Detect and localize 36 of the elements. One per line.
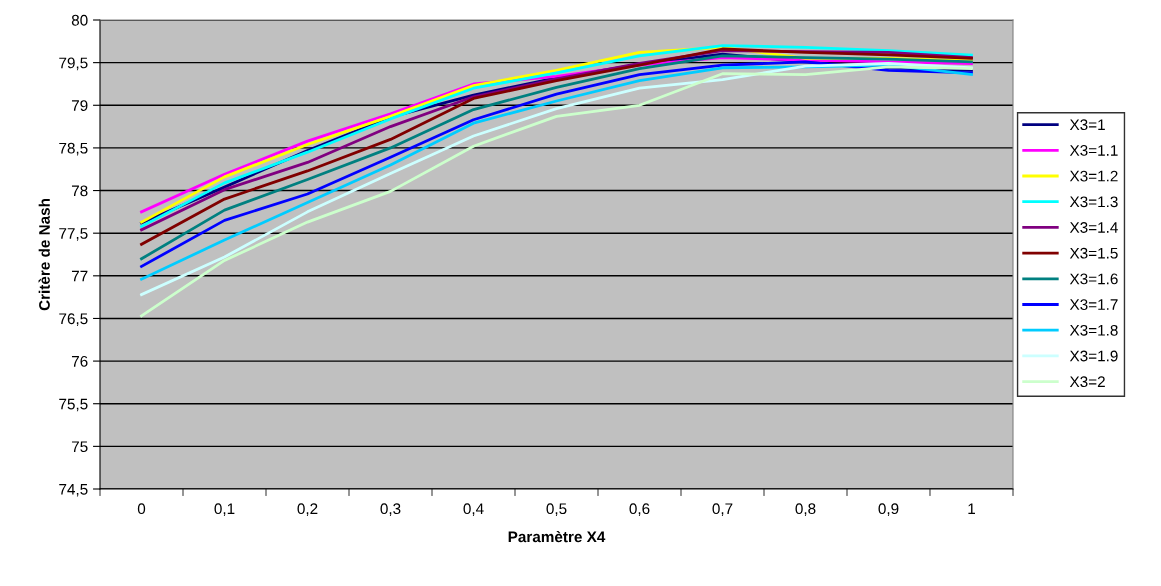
x-axis-title: Paramètre X4 xyxy=(508,530,606,543)
legend-label: X3=1.8 xyxy=(1069,324,1118,336)
x-tick-label: 0,8 xyxy=(795,503,816,516)
y-tick-label: 79 xyxy=(71,100,88,111)
x-tick-label: 1 xyxy=(968,503,975,514)
y-tick-label: 80 xyxy=(71,14,88,26)
x-tick-label: 0,1 xyxy=(214,503,235,516)
legend-label: X3=1.7 xyxy=(1069,299,1118,310)
y-tick-label: 76 xyxy=(71,355,88,367)
legend-label: X3=1.6 xyxy=(1069,273,1118,285)
legend-label: X3=2 xyxy=(1069,376,1105,388)
y-tick-label: 75,5 xyxy=(59,398,88,412)
y-tick-label: 77,5 xyxy=(59,228,88,241)
y-axis-title: Critère de Nash xyxy=(38,198,50,311)
y-tick-label: 78 xyxy=(71,185,88,197)
x-tick-label: 0,7 xyxy=(712,503,733,516)
y-tick-label: 77 xyxy=(71,270,88,282)
x-tick-label: 0,5 xyxy=(546,503,567,516)
x-tick-label: 0,9 xyxy=(878,503,899,516)
legend-label: X3=1.3 xyxy=(1069,196,1118,208)
y-tick-label: 75 xyxy=(71,441,88,453)
legend-label: X3=1.9 xyxy=(1069,350,1118,362)
y-tick-label: 76,5 xyxy=(59,313,88,326)
legend-label: X3=1.2 xyxy=(1069,170,1118,182)
y-tick-label: 78,5 xyxy=(59,142,88,156)
legend-label: X3=1.1 xyxy=(1069,144,1118,156)
x-tick-label: 0,3 xyxy=(380,503,401,516)
legend-label: X3=1.5 xyxy=(1069,247,1118,259)
y-tick-label: 79,5 xyxy=(59,57,88,71)
legend-label: X3=1.4 xyxy=(1069,222,1118,233)
x-tick-label: 0,6 xyxy=(629,503,650,516)
x-tick-label: 0,2 xyxy=(297,503,318,516)
x-tick-label: 0,4 xyxy=(463,503,484,516)
y-tick-label: 74,5 xyxy=(59,484,88,497)
legend-label: X3=1 xyxy=(1069,119,1105,131)
x-tick-label: 0 xyxy=(137,503,146,515)
